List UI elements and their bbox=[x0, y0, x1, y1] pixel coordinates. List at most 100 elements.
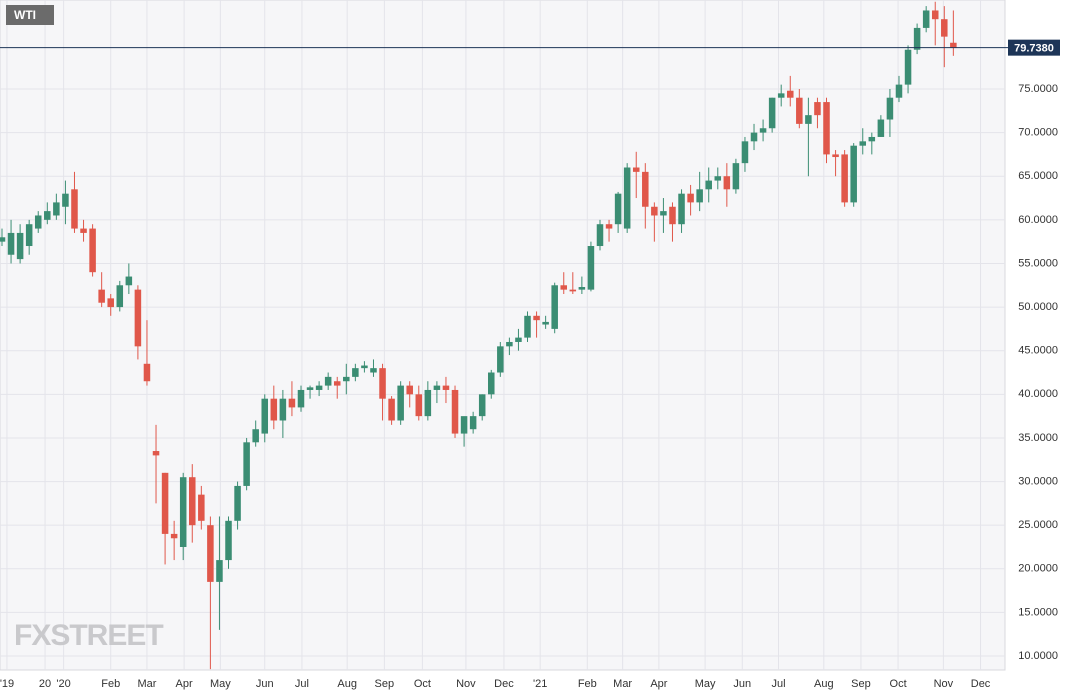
x-tick-label: Nov bbox=[934, 678, 954, 690]
candle-body bbox=[442, 385, 450, 390]
candle-body bbox=[107, 298, 114, 308]
candle-body bbox=[814, 102, 821, 116]
candle-body bbox=[623, 167, 631, 229]
candle-body bbox=[895, 84, 903, 98]
y-tick-label: 65.0000 bbox=[1018, 170, 1058, 182]
candle-body bbox=[542, 321, 549, 325]
candle-body bbox=[832, 154, 839, 158]
x-tick-label: '19 bbox=[0, 678, 14, 690]
last-price-tag bbox=[1008, 39, 1060, 56]
candle-body bbox=[886, 97, 894, 120]
candle-body bbox=[53, 202, 60, 216]
candle-body bbox=[614, 193, 622, 225]
candle-body bbox=[560, 285, 568, 290]
candle-body bbox=[913, 27, 921, 50]
candle-body bbox=[632, 167, 640, 172]
candle-body bbox=[71, 189, 78, 229]
candle-body bbox=[524, 315, 531, 338]
candle-body bbox=[660, 211, 667, 216]
candle-body bbox=[0, 237, 6, 242]
x-tick-label: Jul bbox=[771, 678, 785, 690]
candle-body bbox=[551, 285, 558, 329]
candle-body bbox=[787, 90, 794, 98]
legend-box bbox=[6, 5, 54, 25]
candle-body bbox=[796, 97, 803, 124]
x-tick-label: Feb bbox=[578, 678, 597, 690]
candle-body bbox=[143, 363, 151, 382]
candle-body bbox=[506, 341, 513, 347]
candle-body bbox=[777, 93, 785, 98]
x-tick-label: Aug bbox=[814, 678, 834, 690]
candle-body bbox=[433, 385, 441, 390]
candle-body bbox=[179, 477, 187, 547]
candle-body bbox=[669, 206, 676, 225]
candle-body bbox=[533, 315, 540, 321]
candle-body bbox=[134, 289, 142, 347]
x-tick-label: '21 bbox=[533, 678, 547, 690]
candle-body bbox=[198, 494, 205, 521]
watermark: FXSTREET bbox=[14, 619, 163, 652]
candle-body bbox=[841, 154, 848, 203]
candle-body bbox=[397, 385, 404, 421]
candle-body bbox=[379, 368, 386, 399]
candle-body bbox=[605, 224, 613, 229]
y-tick-label: 45.0000 bbox=[1018, 345, 1058, 357]
plot-area bbox=[0, 0, 1006, 671]
candle-body bbox=[569, 289, 577, 292]
candle-body bbox=[741, 141, 749, 164]
x-tick-label: Mar bbox=[137, 678, 156, 690]
x-tick-label: Jul bbox=[295, 678, 309, 690]
candle-body bbox=[89, 228, 96, 273]
candle-body bbox=[750, 132, 758, 142]
candles bbox=[0, 1, 957, 670]
candle-body bbox=[868, 136, 876, 142]
y-tick-label: 60.0000 bbox=[1018, 214, 1058, 226]
candle-body bbox=[904, 49, 912, 85]
candle-body bbox=[343, 376, 350, 382]
x-tick-label: '20 bbox=[56, 678, 70, 690]
legend-label: WTI bbox=[14, 8, 36, 22]
candle-body bbox=[98, 289, 105, 303]
y-tick-label: 40.0000 bbox=[1018, 388, 1058, 400]
y-tick-label: 50.0000 bbox=[1018, 301, 1058, 313]
candle-body bbox=[460, 416, 468, 434]
x-tick-label: Dec bbox=[971, 678, 991, 690]
y-tick-label: 25.0000 bbox=[1018, 519, 1058, 531]
candle-body bbox=[759, 128, 767, 133]
candle-body bbox=[877, 119, 885, 137]
candle-body bbox=[361, 365, 368, 369]
x-tick-label: May bbox=[695, 678, 716, 690]
x-tick-label: Sep bbox=[375, 678, 395, 690]
candle-body bbox=[578, 287, 586, 290]
candle-body bbox=[370, 368, 377, 373]
x-tick-label: Apr bbox=[176, 678, 193, 690]
x-tick-label: Aug bbox=[337, 678, 357, 690]
candle-body bbox=[931, 10, 939, 20]
x-tick-label: Apr bbox=[650, 678, 667, 690]
candle-body bbox=[388, 398, 395, 421]
candle-body bbox=[34, 215, 42, 229]
y-tick-label: 55.0000 bbox=[1018, 257, 1058, 269]
x-tick-label: Mar bbox=[613, 678, 632, 690]
candle-body bbox=[941, 19, 948, 37]
candle-body bbox=[678, 193, 685, 225]
candle-body bbox=[252, 429, 259, 443]
candle-body bbox=[651, 206, 658, 216]
candle-body bbox=[424, 389, 432, 417]
candle-body bbox=[850, 145, 857, 203]
candle-body bbox=[225, 520, 232, 561]
y-tick-label: 10.0000 bbox=[1018, 650, 1058, 662]
candle-body bbox=[859, 141, 867, 146]
x-tick-label: 20 bbox=[39, 678, 51, 690]
last-price-label: 79.7380 bbox=[1014, 43, 1054, 55]
candle-body bbox=[950, 42, 957, 48]
candle-body bbox=[207, 525, 214, 582]
candle-body bbox=[805, 115, 812, 124]
candle-body bbox=[451, 389, 459, 434]
candle-body bbox=[44, 211, 51, 220]
candle-body bbox=[261, 398, 269, 434]
x-tick-label: Feb bbox=[101, 678, 120, 690]
candle-body bbox=[469, 416, 477, 430]
candle-body bbox=[234, 485, 241, 521]
axes: 10.0000 15.0000 20.0000 25.0000 30.0000 35.00… bbox=[0, 39, 1060, 690]
